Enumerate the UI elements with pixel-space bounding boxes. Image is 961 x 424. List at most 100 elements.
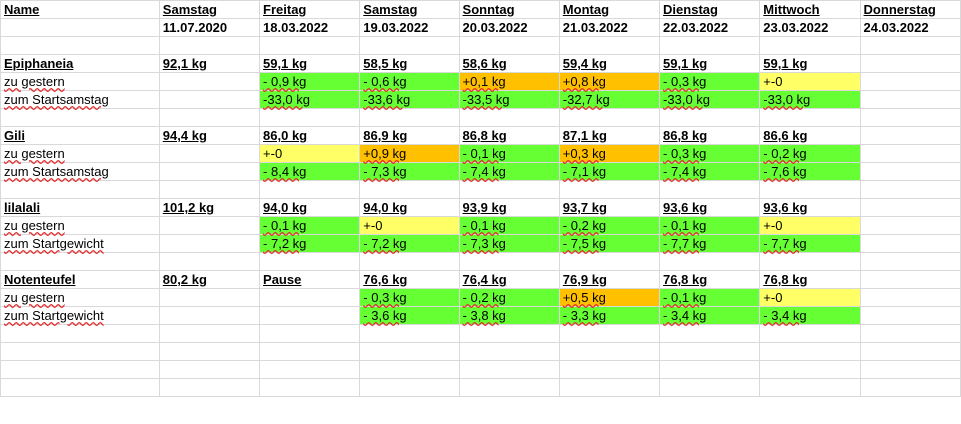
empty-cell[interactable] xyxy=(259,378,361,397)
total-cell[interactable]: - 7,7 kg xyxy=(759,234,861,253)
empty-cell[interactable] xyxy=(158,144,261,163)
total-cell[interactable]: - 3,4 kg xyxy=(759,306,861,325)
weight-cell[interactable]: 58,5 kg xyxy=(359,54,460,73)
total-cell[interactable]: - 3,3 kg xyxy=(558,306,661,325)
diff-cell[interactable]: +-0 xyxy=(759,216,861,235)
empty-cell[interactable] xyxy=(558,342,661,361)
diff-cell[interactable]: +0,5 kg xyxy=(558,288,661,307)
empty-cell[interactable] xyxy=(259,36,361,55)
diff-cell[interactable]: - 0,9 kg xyxy=(259,72,361,91)
total-cell[interactable] xyxy=(259,306,361,325)
weight-cell[interactable]: 93,9 kg xyxy=(458,198,560,217)
person-name[interactable]: Gili xyxy=(0,126,160,145)
empty-cell[interactable] xyxy=(158,306,261,325)
day-column-header[interactable]: Donnerstag xyxy=(859,0,961,19)
weight-cell[interactable]: 76,4 kg xyxy=(458,270,560,289)
total-cell[interactable]: - 7,7 kg xyxy=(659,234,761,253)
diff-cell[interactable]: - 0,2 kg xyxy=(558,216,661,235)
row-label[interactable]: zum Startgewicht xyxy=(0,234,160,253)
total-cell[interactable]: -33,5 kg xyxy=(458,90,560,109)
row-label[interactable]: zum Startsamstag xyxy=(0,90,160,109)
day-column-header[interactable]: Sonntag xyxy=(458,0,560,19)
diff-cell[interactable] xyxy=(259,288,361,307)
empty-cell[interactable] xyxy=(158,252,261,271)
row-label[interactable]: zu gestern xyxy=(0,288,160,307)
diff-cell[interactable] xyxy=(859,216,961,235)
total-cell[interactable] xyxy=(859,234,961,253)
total-cell[interactable]: - 7,4 kg xyxy=(659,162,761,181)
empty-cell[interactable] xyxy=(859,252,961,271)
total-cell[interactable]: - 7,5 kg xyxy=(558,234,661,253)
total-cell[interactable]: - 3,6 kg xyxy=(359,306,460,325)
weight-cell[interactable]: 86,0 kg xyxy=(259,126,361,145)
empty-cell[interactable] xyxy=(759,378,861,397)
total-cell[interactable]: - 8,4 kg xyxy=(259,162,361,181)
total-cell[interactable]: -32,7 kg xyxy=(558,90,661,109)
empty-cell[interactable] xyxy=(659,360,761,379)
weight-cell[interactable] xyxy=(859,198,961,217)
weight-cell[interactable]: 93,6 kg xyxy=(659,198,761,217)
total-cell[interactable]: - 7,3 kg xyxy=(458,234,560,253)
empty-cell[interactable] xyxy=(859,180,961,199)
empty-cell[interactable] xyxy=(458,360,560,379)
total-cell[interactable]: -33,6 kg xyxy=(359,90,460,109)
day-column-header[interactable]: Samstag xyxy=(359,0,460,19)
day-column-header[interactable]: Dienstag xyxy=(659,0,761,19)
diff-cell[interactable]: +0,3 kg xyxy=(558,144,661,163)
diff-cell[interactable] xyxy=(859,72,961,91)
empty-cell[interactable] xyxy=(659,36,761,55)
diff-cell[interactable]: +0,1 kg xyxy=(458,72,560,91)
weight-cell[interactable] xyxy=(859,270,961,289)
total-cell[interactable]: -33,0 kg xyxy=(759,90,861,109)
empty-cell[interactable] xyxy=(759,108,861,127)
weight-cell[interactable]: 59,1 kg xyxy=(659,54,761,73)
empty-cell[interactable] xyxy=(0,108,160,127)
total-cell[interactable]: - 7,2 kg xyxy=(259,234,361,253)
empty-cell[interactable] xyxy=(0,324,160,343)
empty-cell[interactable] xyxy=(0,378,160,397)
row-label[interactable]: zum Startsamstag xyxy=(0,162,160,181)
weight-cell[interactable]: 59,1 kg xyxy=(759,54,861,73)
date-column-header[interactable]: 24.03.2022 xyxy=(859,18,961,37)
total-cell[interactable]: -33,0 kg xyxy=(659,90,761,109)
diff-cell[interactable]: +-0 xyxy=(259,144,361,163)
empty-cell[interactable] xyxy=(558,252,661,271)
total-cell[interactable]: - 3,8 kg xyxy=(458,306,560,325)
empty-cell[interactable] xyxy=(0,360,160,379)
row-label[interactable]: zu gestern xyxy=(0,72,160,91)
date-column-header[interactable]: 18.03.2022 xyxy=(259,18,361,37)
empty-cell[interactable] xyxy=(359,36,460,55)
empty-cell[interactable] xyxy=(359,252,460,271)
total-cell[interactable]: - 7,3 kg xyxy=(359,162,460,181)
empty-cell[interactable] xyxy=(759,360,861,379)
diff-cell[interactable]: +-0 xyxy=(759,72,861,91)
empty-cell[interactable] xyxy=(0,342,160,361)
diff-cell[interactable]: - 0,1 kg xyxy=(458,216,560,235)
empty-cell[interactable] xyxy=(158,234,261,253)
empty-cell[interactable] xyxy=(759,252,861,271)
empty-cell[interactable] xyxy=(659,324,761,343)
total-cell[interactable]: - 7,1 kg xyxy=(558,162,661,181)
weight-cell[interactable]: 59,1 kg xyxy=(259,54,361,73)
date-column-header[interactable]: 11.07.2020 xyxy=(158,18,261,37)
empty-cell[interactable] xyxy=(259,342,361,361)
total-cell[interactable]: - 3,4 kg xyxy=(659,306,761,325)
empty-cell[interactable] xyxy=(458,342,560,361)
empty-cell[interactable] xyxy=(158,36,261,55)
diff-cell[interactable]: - 0,1 kg xyxy=(659,288,761,307)
empty-cell[interactable] xyxy=(158,180,261,199)
empty-cell[interactable] xyxy=(158,342,261,361)
weight-cell[interactable]: 94,0 kg xyxy=(259,198,361,217)
empty-cell[interactable] xyxy=(659,180,761,199)
empty-cell[interactable] xyxy=(558,108,661,127)
empty-cell[interactable] xyxy=(359,360,460,379)
diff-cell[interactable]: - 0,6 kg xyxy=(359,72,460,91)
empty-cell[interactable] xyxy=(659,252,761,271)
weight-cell[interactable]: 86,8 kg xyxy=(659,126,761,145)
diff-cell[interactable]: - 0,3 kg xyxy=(359,288,460,307)
diff-cell[interactable]: - 0,1 kg xyxy=(259,216,361,235)
empty-cell[interactable] xyxy=(158,378,261,397)
empty-cell[interactable] xyxy=(158,108,261,127)
person-name[interactable]: Notenteufel xyxy=(0,270,160,289)
weight-cell[interactable]: 76,8 kg xyxy=(759,270,861,289)
